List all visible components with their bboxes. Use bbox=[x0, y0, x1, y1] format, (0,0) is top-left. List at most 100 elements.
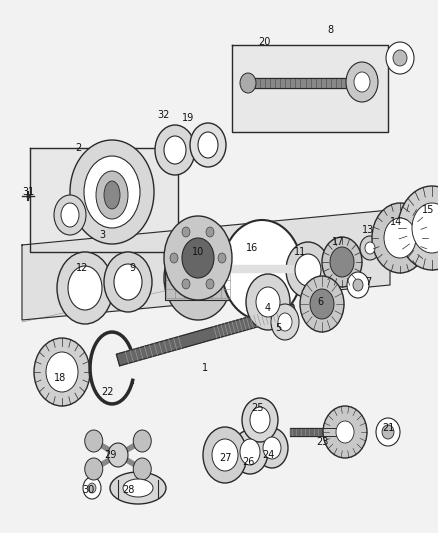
Text: 8: 8 bbox=[327, 25, 333, 35]
Text: 30: 30 bbox=[82, 485, 94, 495]
Ellipse shape bbox=[164, 216, 232, 300]
Text: 5: 5 bbox=[275, 323, 281, 333]
Ellipse shape bbox=[46, 352, 78, 392]
Text: 29: 29 bbox=[104, 450, 116, 460]
Text: 31: 31 bbox=[22, 187, 34, 197]
Ellipse shape bbox=[310, 289, 334, 319]
Text: 9: 9 bbox=[129, 263, 135, 273]
Text: 25: 25 bbox=[252, 403, 264, 413]
Ellipse shape bbox=[347, 272, 369, 298]
Text: 16: 16 bbox=[246, 243, 258, 253]
Text: 4: 4 bbox=[265, 303, 271, 313]
Ellipse shape bbox=[330, 247, 354, 277]
Ellipse shape bbox=[68, 266, 102, 310]
Ellipse shape bbox=[271, 304, 299, 340]
Ellipse shape bbox=[88, 483, 96, 493]
Ellipse shape bbox=[206, 227, 214, 237]
Ellipse shape bbox=[222, 220, 302, 320]
Ellipse shape bbox=[346, 62, 378, 102]
Text: 18: 18 bbox=[54, 373, 66, 383]
Ellipse shape bbox=[85, 458, 103, 480]
Ellipse shape bbox=[218, 253, 226, 263]
Ellipse shape bbox=[376, 418, 400, 446]
Polygon shape bbox=[232, 45, 388, 132]
Ellipse shape bbox=[203, 427, 247, 483]
Ellipse shape bbox=[155, 125, 195, 175]
Ellipse shape bbox=[164, 236, 232, 320]
Ellipse shape bbox=[278, 313, 292, 331]
Ellipse shape bbox=[360, 236, 380, 260]
Ellipse shape bbox=[83, 477, 101, 499]
Ellipse shape bbox=[322, 237, 362, 287]
Ellipse shape bbox=[398, 186, 438, 270]
Ellipse shape bbox=[286, 242, 330, 298]
Ellipse shape bbox=[96, 171, 128, 219]
Ellipse shape bbox=[250, 407, 270, 433]
Ellipse shape bbox=[34, 338, 90, 406]
Point bbox=[25, 192, 32, 200]
Ellipse shape bbox=[190, 123, 226, 167]
Ellipse shape bbox=[133, 458, 151, 480]
Text: 22: 22 bbox=[102, 387, 114, 397]
Ellipse shape bbox=[198, 132, 218, 158]
Polygon shape bbox=[22, 210, 390, 320]
Ellipse shape bbox=[108, 443, 128, 467]
Ellipse shape bbox=[263, 437, 281, 459]
Ellipse shape bbox=[246, 274, 290, 330]
Ellipse shape bbox=[386, 42, 414, 74]
Ellipse shape bbox=[412, 203, 438, 253]
Ellipse shape bbox=[182, 238, 214, 278]
Text: 2: 2 bbox=[75, 143, 81, 153]
Ellipse shape bbox=[353, 279, 363, 291]
Ellipse shape bbox=[384, 218, 416, 258]
Ellipse shape bbox=[336, 421, 354, 443]
Ellipse shape bbox=[393, 50, 407, 66]
Ellipse shape bbox=[256, 287, 280, 317]
Text: 1: 1 bbox=[202, 363, 208, 373]
Ellipse shape bbox=[240, 73, 256, 93]
Polygon shape bbox=[117, 304, 297, 366]
Ellipse shape bbox=[295, 254, 321, 286]
Ellipse shape bbox=[54, 195, 86, 235]
Ellipse shape bbox=[212, 439, 238, 471]
Polygon shape bbox=[222, 265, 302, 272]
Ellipse shape bbox=[123, 479, 153, 497]
Ellipse shape bbox=[240, 439, 260, 465]
Text: 13: 13 bbox=[362, 225, 374, 235]
Text: 12: 12 bbox=[76, 263, 88, 273]
Ellipse shape bbox=[382, 425, 394, 439]
Ellipse shape bbox=[85, 430, 103, 452]
Ellipse shape bbox=[300, 276, 344, 332]
Text: 3: 3 bbox=[99, 230, 105, 240]
Ellipse shape bbox=[57, 252, 113, 324]
Bar bbox=[165, 252, 231, 300]
Text: 6: 6 bbox=[317, 297, 323, 307]
Ellipse shape bbox=[323, 406, 367, 458]
Ellipse shape bbox=[110, 472, 166, 504]
Ellipse shape bbox=[354, 72, 370, 92]
Ellipse shape bbox=[182, 227, 190, 237]
Text: 21: 21 bbox=[382, 423, 394, 433]
Text: 24: 24 bbox=[262, 450, 274, 460]
Text: 14: 14 bbox=[390, 217, 402, 227]
Ellipse shape bbox=[170, 253, 178, 263]
Ellipse shape bbox=[84, 156, 140, 228]
Text: 20: 20 bbox=[258, 37, 270, 47]
Text: 15: 15 bbox=[422, 205, 434, 215]
Text: 26: 26 bbox=[242, 457, 254, 467]
Polygon shape bbox=[30, 148, 178, 252]
Ellipse shape bbox=[242, 398, 278, 442]
Ellipse shape bbox=[114, 264, 142, 300]
Ellipse shape bbox=[164, 136, 186, 164]
Ellipse shape bbox=[182, 279, 190, 289]
Ellipse shape bbox=[372, 203, 428, 273]
Ellipse shape bbox=[365, 242, 375, 254]
Ellipse shape bbox=[104, 181, 120, 209]
Ellipse shape bbox=[133, 430, 151, 452]
Text: 23: 23 bbox=[316, 437, 328, 447]
Ellipse shape bbox=[70, 140, 154, 244]
Text: 17: 17 bbox=[332, 237, 344, 247]
Ellipse shape bbox=[206, 279, 214, 289]
Ellipse shape bbox=[232, 430, 268, 474]
Text: 10: 10 bbox=[192, 247, 204, 257]
